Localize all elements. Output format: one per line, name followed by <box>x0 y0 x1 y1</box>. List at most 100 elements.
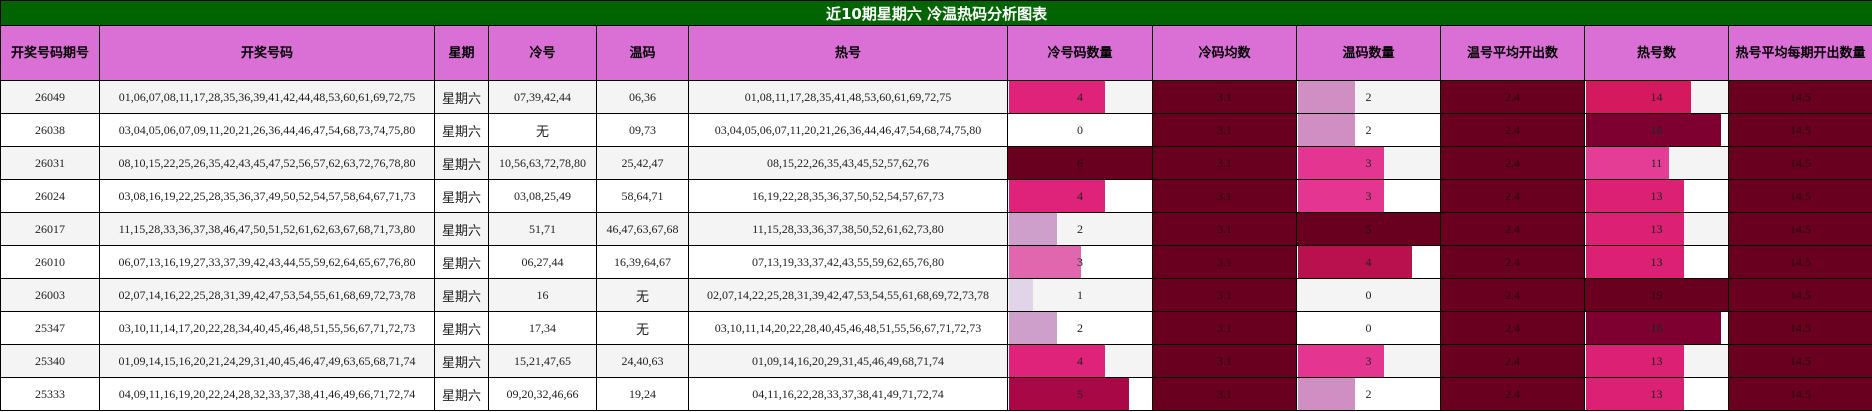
warm-cell[interactable]: 无 <box>596 278 689 312</box>
hot-avg-cell[interactable]: 14.5 <box>1727 146 1872 180</box>
warm-count-cell[interactable]: 4 <box>1296 245 1441 279</box>
weekday-cell[interactable]: 星期六 <box>434 146 489 180</box>
issue-cell[interactable]: 26010 <box>0 245 100 279</box>
cold-avg-cell[interactable]: 3.1 <box>1152 179 1297 213</box>
cold-count-cell[interactable]: 3 <box>1007 245 1153 279</box>
issue-cell[interactable]: 26038 <box>0 113 100 147</box>
hot-avg-cell[interactable]: 14.5 <box>1727 113 1872 147</box>
weekday-cell[interactable]: 星期六 <box>434 179 489 213</box>
hot-cell[interactable]: 02,07,14,22,25,28,31,39,42,47,53,54,55,6… <box>688 278 1008 312</box>
hot-avg-cell[interactable]: 14.5 <box>1727 311 1872 345</box>
numbers-cell[interactable]: 11,15,28,33,36,37,38,46,47,50,51,52,61,6… <box>99 212 435 246</box>
hot-cell[interactable]: 01,08,11,17,28,35,41,48,53,60,61,69,72,7… <box>688 80 1008 114</box>
header-warm-count[interactable]: 温码数量 <box>1296 25 1441 81</box>
cold-cell[interactable]: 09,20,32,46,66 <box>488 377 597 411</box>
numbers-cell[interactable]: 04,09,11,16,19,20,22,24,28,32,33,37,38,4… <box>99 377 435 411</box>
warm-cell[interactable]: 46,47,63,67,68 <box>596 212 689 246</box>
warm-count-cell[interactable]: 2 <box>1296 80 1441 114</box>
cold-count-cell[interactable]: 0 <box>1007 113 1153 147</box>
cold-cell[interactable]: 03,08,25,49 <box>488 179 597 213</box>
warm-avg-cell[interactable]: 2.4 <box>1440 344 1585 378</box>
warm-count-cell[interactable]: 2 <box>1296 377 1441 411</box>
warm-avg-cell[interactable]: 2.4 <box>1440 311 1585 345</box>
numbers-cell[interactable]: 03,10,11,14,17,20,22,28,34,40,45,46,48,5… <box>99 311 435 345</box>
warm-count-cell[interactable]: 3 <box>1296 344 1441 378</box>
cold-count-cell[interactable]: 6 <box>1007 146 1153 180</box>
weekday-cell[interactable]: 星期六 <box>434 245 489 279</box>
hot-avg-cell[interactable]: 14.5 <box>1727 212 1872 246</box>
numbers-cell[interactable]: 01,06,07,08,11,17,28,35,36,39,41,42,44,4… <box>99 80 435 114</box>
hot-count-cell[interactable]: 14 <box>1584 80 1729 114</box>
warm-cell[interactable]: 无 <box>596 311 689 345</box>
cold-avg-cell[interactable]: 3.1 <box>1152 278 1297 312</box>
numbers-cell[interactable]: 02,07,14,16,22,25,28,31,39,42,47,53,54,5… <box>99 278 435 312</box>
header-hot-count[interactable]: 热号数 <box>1584 25 1729 81</box>
hot-avg-cell[interactable]: 14.5 <box>1727 344 1872 378</box>
cold-count-cell[interactable]: 4 <box>1007 344 1153 378</box>
warm-cell[interactable]: 58,64,71 <box>596 179 689 213</box>
hot-count-cell[interactable]: 18 <box>1584 113 1729 147</box>
header-cold-avg[interactable]: 冷码均数 <box>1152 25 1297 81</box>
hot-cell[interactable]: 03,10,11,14,20,22,28,40,45,46,48,51,55,5… <box>688 311 1008 345</box>
header-hot-avg[interactable]: 热号平均每期开出数量 <box>1727 25 1872 81</box>
warm-avg-cell[interactable]: 2.4 <box>1440 245 1585 279</box>
header-warm-avg[interactable]: 温号平均开出数 <box>1440 25 1585 81</box>
numbers-cell[interactable]: 01,09,14,15,16,20,21,24,29,31,40,45,46,4… <box>99 344 435 378</box>
cold-avg-cell[interactable]: 3.1 <box>1152 245 1297 279</box>
cold-cell[interactable]: 06,27,44 <box>488 245 597 279</box>
cold-cell[interactable]: 15,21,47,65 <box>488 344 597 378</box>
warm-count-cell[interactable]: 0 <box>1296 311 1441 345</box>
weekday-cell[interactable]: 星期六 <box>434 212 489 246</box>
warm-avg-cell[interactable]: 2.4 <box>1440 80 1585 114</box>
cold-avg-cell[interactable]: 3.1 <box>1152 212 1297 246</box>
hot-cell[interactable]: 01,09,14,16,20,29,31,45,46,49,68,71,74 <box>688 344 1008 378</box>
header-hot[interactable]: 热号 <box>688 25 1008 81</box>
issue-cell[interactable]: 26017 <box>0 212 100 246</box>
warm-avg-cell[interactable]: 2.4 <box>1440 278 1585 312</box>
cold-cell[interactable]: 10,56,63,72,78,80 <box>488 146 597 180</box>
warm-avg-cell[interactable]: 2.4 <box>1440 146 1585 180</box>
numbers-cell[interactable]: 08,10,15,22,25,26,35,42,43,45,47,52,56,5… <box>99 146 435 180</box>
cold-avg-cell[interactable]: 3.1 <box>1152 311 1297 345</box>
warm-count-cell[interactable]: 5 <box>1296 212 1441 246</box>
cold-avg-cell[interactable]: 3.1 <box>1152 113 1297 147</box>
issue-cell[interactable]: 25333 <box>0 377 100 411</box>
hot-count-cell[interactable]: 11 <box>1584 146 1729 180</box>
cold-count-cell[interactable]: 2 <box>1007 311 1153 345</box>
cold-avg-cell[interactable]: 3.1 <box>1152 80 1297 114</box>
issue-cell[interactable]: 26003 <box>0 278 100 312</box>
hot-count-cell[interactable]: 19 <box>1584 278 1729 312</box>
hot-cell[interactable]: 07,13,19,33,37,42,43,55,59,62,65,76,80 <box>688 245 1008 279</box>
hot-avg-cell[interactable]: 14.5 <box>1727 80 1872 114</box>
cold-count-cell[interactable]: 2 <box>1007 212 1153 246</box>
hot-count-cell[interactable]: 13 <box>1584 344 1729 378</box>
cold-cell[interactable]: 无 <box>488 113 597 147</box>
issue-cell[interactable]: 26024 <box>0 179 100 213</box>
hot-avg-cell[interactable]: 14.5 <box>1727 179 1872 213</box>
warm-count-cell[interactable]: 3 <box>1296 179 1441 213</box>
header-cold-count[interactable]: 冷号码数量 <box>1007 25 1153 81</box>
cold-cell[interactable]: 51,71 <box>488 212 597 246</box>
weekday-cell[interactable]: 星期六 <box>434 80 489 114</box>
hot-avg-cell[interactable]: 14.5 <box>1727 377 1872 411</box>
header-issue[interactable]: 开奖号码期号 <box>0 25 100 81</box>
warm-count-cell[interactable]: 0 <box>1296 278 1441 312</box>
hot-count-cell[interactable]: 18 <box>1584 311 1729 345</box>
hot-count-cell[interactable]: 13 <box>1584 212 1729 246</box>
hot-count-cell[interactable]: 13 <box>1584 179 1729 213</box>
cold-count-cell[interactable]: 4 <box>1007 179 1153 213</box>
header-weekday[interactable]: 星期 <box>434 25 489 81</box>
hot-cell[interactable]: 08,15,22,26,35,43,45,52,57,62,76 <box>688 146 1008 180</box>
numbers-cell[interactable]: 06,07,13,16,19,27,33,37,39,42,43,44,55,5… <box>99 245 435 279</box>
header-warm[interactable]: 温码 <box>596 25 689 81</box>
cold-count-cell[interactable]: 5 <box>1007 377 1153 411</box>
cold-avg-cell[interactable]: 3.1 <box>1152 344 1297 378</box>
numbers-cell[interactable]: 03,04,05,06,07,09,11,20,21,26,36,44,46,4… <box>99 113 435 147</box>
cold-count-cell[interactable]: 1 <box>1007 278 1153 312</box>
warm-cell[interactable]: 06,36 <box>596 80 689 114</box>
cold-count-cell[interactable]: 4 <box>1007 80 1153 114</box>
issue-cell[interactable]: 26049 <box>0 80 100 114</box>
hot-cell[interactable]: 16,19,22,28,35,36,37,50,52,54,57,67,73 <box>688 179 1008 213</box>
hot-cell[interactable]: 11,15,28,33,36,37,38,50,52,61,62,73,80 <box>688 212 1008 246</box>
hot-cell[interactable]: 04,11,16,22,28,33,37,38,41,49,71,72,74 <box>688 377 1008 411</box>
